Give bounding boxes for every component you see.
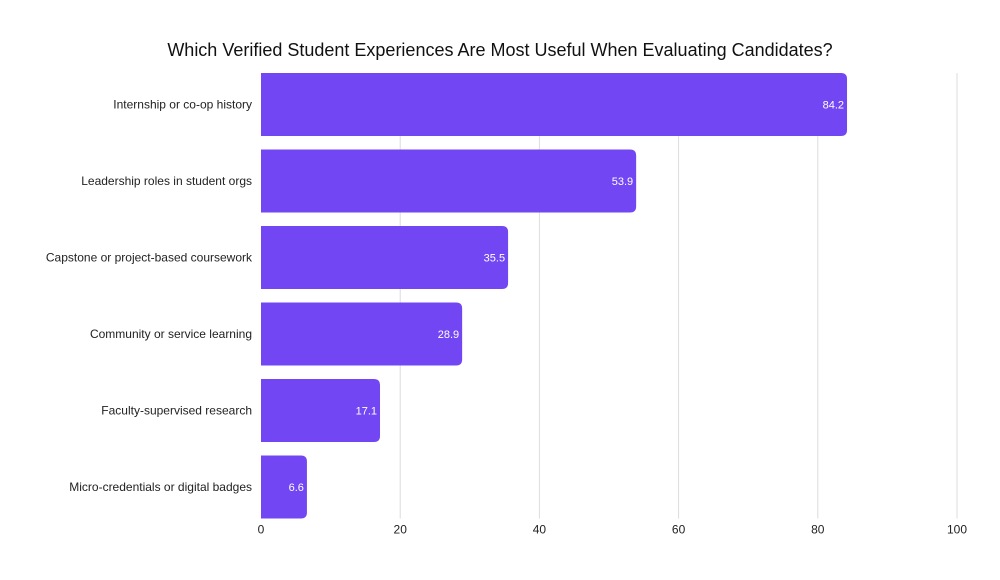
- category-label: Internship or co-op history: [113, 98, 252, 112]
- bar: [261, 302, 463, 366]
- x-tick-label: 0: [258, 523, 265, 537]
- data-label: 6.6: [289, 482, 304, 494]
- category-label: Capstone or project-based coursework: [46, 251, 253, 265]
- bar: [261, 73, 848, 136]
- data-label: 53.9: [612, 176, 633, 188]
- data-label: 17.1: [356, 406, 377, 418]
- category-label: Faculty-supervised research: [101, 404, 252, 418]
- bar: [261, 149, 637, 213]
- data-label: 28.9: [438, 329, 459, 341]
- x-tick-label: 40: [533, 523, 547, 537]
- data-label: 35.5: [484, 253, 505, 265]
- x-tick-label: 60: [672, 523, 686, 537]
- x-tick-label: 20: [394, 523, 408, 537]
- category-label: Leadership roles in student orgs: [81, 174, 252, 188]
- category-label: Community or service learning: [90, 327, 252, 341]
- x-tick-label: 100: [947, 523, 967, 537]
- x-tick-label: 80: [811, 523, 825, 537]
- category-label: Micro-credentials or digital badges: [69, 480, 252, 494]
- bar: [261, 379, 381, 442]
- bar: [261, 226, 509, 289]
- chart-title: Which Verified Student Experiences Are M…: [167, 40, 833, 60]
- bar: [261, 455, 307, 519]
- data-label: 84.2: [823, 100, 844, 112]
